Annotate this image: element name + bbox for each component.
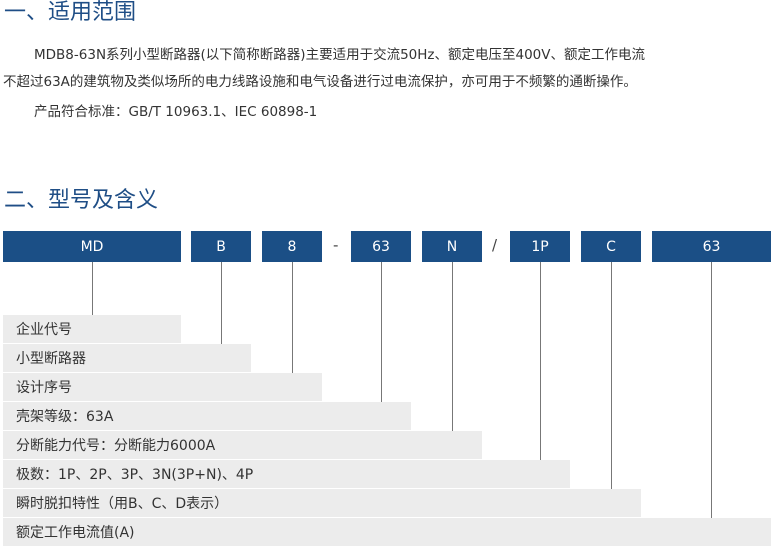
connector-line (221, 262, 222, 344)
code-box-n: N (422, 231, 482, 262)
connector-line (611, 262, 612, 489)
scope-paragraph-line2: 不超过63A的建筑物及类似场所的电力线路设施和电气设备进行过电流保护，亦可用于不… (3, 74, 637, 90)
meaning-row-rated-current: 额定工作电流值(A) (3, 518, 771, 546)
connector-line (452, 262, 453, 431)
standard-text: 产品符合标准：GB/T 10963.1、IEC 60898-1 (34, 104, 318, 120)
meaning-row-company-code: 企业代号 (3, 315, 181, 343)
meaning-row-frame-rating: 壳架等级：63A (3, 402, 411, 430)
section-title-model: 二、型号及含义 (4, 188, 159, 213)
code-box-c: C (581, 231, 641, 262)
connector-line (711, 262, 712, 518)
code-box-1p: 1P (510, 231, 570, 262)
code-box-8: 8 (262, 231, 322, 262)
code-box-63: 63 (351, 231, 411, 262)
connector-line (92, 262, 93, 315)
connector-line (292, 262, 293, 373)
connector-line (381, 262, 382, 402)
code-box-b: B (191, 231, 251, 262)
section-title-scope: 一、适用范围 (4, 0, 137, 25)
meaning-row-trip-characteristic: 瞬时脱扣特性（用B、C、D表示） (3, 489, 641, 517)
meaning-row-mcb: 小型断路器 (3, 344, 251, 372)
code-separator-dash: - (333, 236, 339, 254)
code-box-md: MD (3, 231, 181, 262)
scope-paragraph-line1: MDB8-63N系列小型断路器(以下简称断路器)主要适用于交流50Hz、额定电压… (34, 47, 645, 63)
code-separator-slash: / (492, 236, 498, 254)
meaning-row-breaking-capacity: 分断能力代号：分断能力6000A (3, 431, 482, 459)
connector-line (540, 262, 541, 460)
meaning-row-poles: 极数：1P、2P、3P、3N(3P+N)、4P (3, 460, 570, 488)
meaning-row-design-number: 设计序号 (3, 373, 322, 401)
code-box-63a: 63 (652, 231, 771, 262)
